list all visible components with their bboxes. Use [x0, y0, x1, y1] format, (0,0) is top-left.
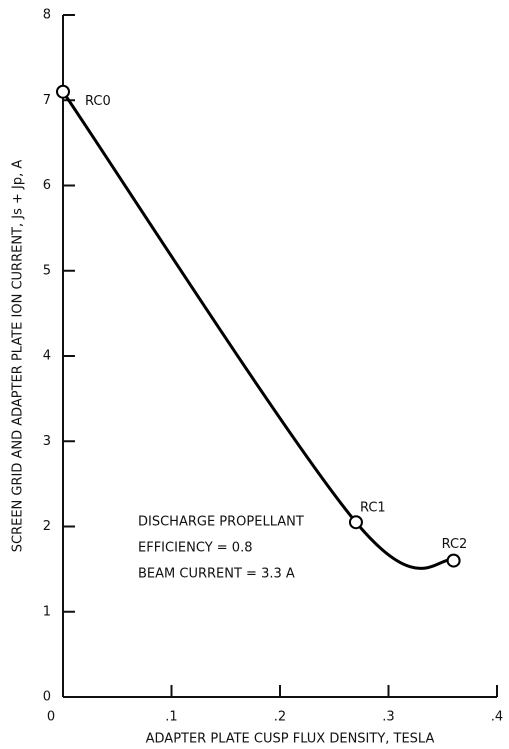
x-tick-label: 0 — [47, 710, 55, 725]
point — [348, 515, 363, 530]
annotation: BEAM CURRENT = 3.3 A — [138, 567, 295, 582]
curve — [61, 90, 455, 570]
y-tick-label: 6 — [43, 178, 51, 193]
annotation: DISCHARGE PROPELLANT — [138, 515, 304, 530]
x-tick-label: .1 — [165, 710, 177, 725]
x-tick-label: .4 — [491, 710, 503, 725]
point — [446, 553, 461, 568]
y-tick-label: 4 — [43, 349, 51, 364]
x-tick-label: .3 — [382, 710, 394, 725]
y-axis-title: SCREEN GRID AND ADAPTER PLATE ION CURREN… — [11, 160, 26, 553]
y-tick-label: 8 — [43, 8, 51, 23]
x-axis-title: ADAPTER PLATE CUSP FLUX DENSITY, TESLA — [146, 732, 435, 747]
y-tick-label: 0 — [43, 690, 51, 705]
y-tick-label: 7 — [43, 93, 51, 108]
x-tick-label: .2 — [274, 710, 286, 725]
point — [56, 84, 70, 99]
annotation: EFFICIENCY = 0.8 — [138, 541, 252, 556]
y-tick-label: 5 — [43, 263, 51, 278]
y-tick-label: 3 — [43, 434, 51, 449]
point-label: RC1 — [360, 501, 386, 516]
y-tick-label: 2 — [43, 519, 51, 534]
point-label: RC2 — [442, 537, 468, 552]
y-tick-label: 1 — [43, 604, 51, 619]
point-label: RC0 — [85, 94, 111, 109]
